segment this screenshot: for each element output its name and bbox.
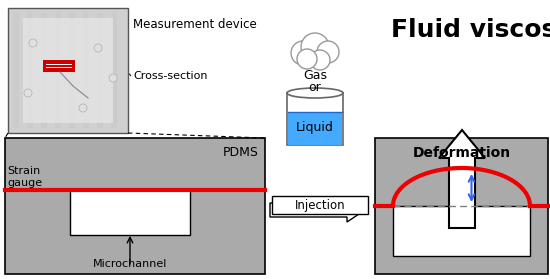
Bar (27, 13, 33, 128)
Circle shape (29, 39, 37, 47)
Bar (97, 13, 103, 128)
Circle shape (109, 74, 117, 82)
Bar (83, 13, 89, 128)
Circle shape (291, 41, 315, 65)
Bar (287, 93, 343, 145)
Bar (70, 190, 190, 235)
Text: Microchannel: Microchannel (93, 259, 167, 269)
Text: Injection: Injection (295, 198, 345, 211)
Bar (272, 196, 368, 214)
Circle shape (94, 44, 102, 52)
Text: or: or (309, 81, 321, 94)
Bar (375, 138, 548, 274)
Circle shape (310, 50, 330, 70)
FancyArrowPatch shape (273, 196, 367, 224)
Bar (5, 138, 265, 274)
Circle shape (297, 49, 317, 69)
Bar (8, 8, 128, 133)
Text: Measurement device: Measurement device (133, 18, 257, 31)
Text: Liquid: Liquid (296, 121, 334, 133)
Circle shape (301, 33, 329, 61)
Polygon shape (352, 195, 370, 225)
Bar (270, 201, 352, 219)
Bar (41, 13, 47, 128)
Bar (43, 60, 75, 72)
FancyArrow shape (270, 198, 365, 222)
Text: Strain
gauge: Strain gauge (7, 166, 42, 188)
Bar (55, 13, 61, 128)
Circle shape (79, 104, 87, 112)
Circle shape (24, 89, 32, 97)
Circle shape (317, 41, 339, 63)
Bar (13, 13, 19, 128)
Bar (288, 112, 342, 145)
Bar (393, 206, 530, 256)
Ellipse shape (287, 88, 343, 98)
Text: Deformation: Deformation (412, 146, 510, 160)
Text: PDMS: PDMS (223, 146, 259, 159)
Text: Cross-section: Cross-section (133, 71, 207, 81)
Text: Fluid viscosity: Fluid viscosity (391, 18, 550, 42)
Bar (23, 18, 113, 123)
Bar (69, 13, 75, 128)
Bar (293, 57, 337, 67)
Text: Gas: Gas (303, 69, 327, 82)
Bar (111, 13, 117, 128)
FancyArrow shape (439, 130, 485, 228)
